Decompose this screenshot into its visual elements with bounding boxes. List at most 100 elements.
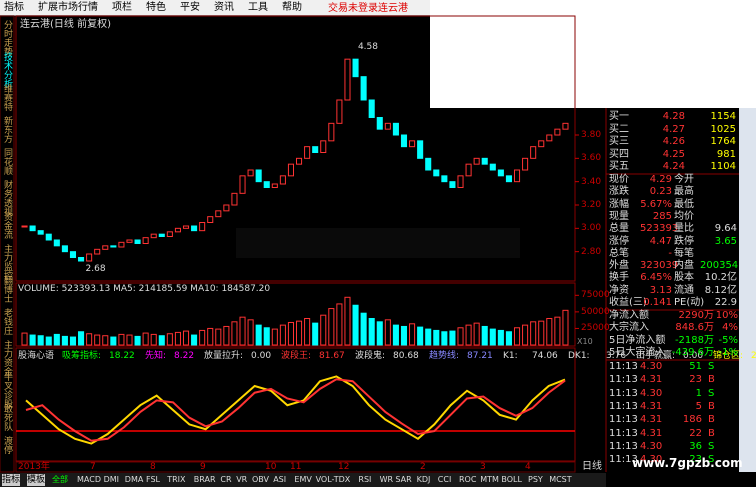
sidebar-tab: 财务透视	[2, 180, 12, 216]
tab[interactable]: EMV	[294, 475, 312, 484]
tab[interactable]: VOL-TDX	[315, 475, 351, 484]
sidebar	[0, 15, 15, 473]
menu-item[interactable]: 扩展市场行情	[38, 2, 98, 13]
indicator-label: 锦仓区:	[713, 351, 744, 361]
volume-bar	[546, 318, 553, 346]
indicator-line	[25, 378, 566, 442]
y-tick-label: 3.00	[581, 223, 602, 234]
tab[interactable]: BRAR	[193, 475, 216, 484]
trade-time: 11:13	[609, 361, 638, 372]
candle	[223, 204, 230, 212]
candle	[505, 175, 512, 183]
volume-bar	[150, 333, 157, 346]
candle	[37, 230, 44, 235]
tab[interactable]: FSL	[146, 475, 160, 484]
candle	[207, 216, 214, 224]
volume-bar	[449, 330, 456, 346]
volume-bar	[384, 319, 391, 346]
indicator-value: 0.00	[683, 351, 704, 361]
tab[interactable]: 模板	[27, 474, 46, 486]
chart-title: 连云港(日线 前复权)	[20, 19, 111, 30]
volume-bar	[522, 324, 529, 346]
tab[interactable]: CR	[220, 475, 232, 484]
tab[interactable]: ROC	[459, 475, 477, 484]
candle	[473, 157, 480, 165]
volume-bar	[215, 328, 222, 346]
menu-item[interactable]: 工具	[248, 2, 268, 13]
date-label: 8	[150, 462, 156, 472]
tab[interactable]: CCI	[437, 475, 452, 484]
tab[interactable]: 指标	[2, 474, 21, 486]
trade-volume: 1	[695, 387, 702, 399]
sidebar-tab: 新东方	[2, 116, 12, 143]
stat-label: 今开	[674, 174, 694, 185]
menu-item[interactable]: 资讯	[214, 2, 234, 13]
menu-item[interactable]: 平安	[180, 2, 200, 13]
candle	[400, 134, 408, 148]
tab[interactable]: ASI	[273, 475, 287, 484]
tab[interactable]: SAR	[395, 475, 412, 484]
tab[interactable]: WR	[379, 475, 394, 484]
indicator-label: 波段鬼:	[355, 351, 386, 361]
volume-bar	[126, 334, 133, 346]
watermark: www.7gpzb.com	[632, 456, 743, 470]
candle	[489, 163, 496, 171]
volume-bar	[61, 335, 68, 346]
tab[interactable]: DMI	[103, 475, 120, 484]
candle	[69, 251, 77, 259]
flow-percent: -5%	[718, 334, 738, 346]
candle	[110, 245, 117, 248]
flow-value: -439.6万	[671, 346, 714, 358]
menu-item[interactable]: 项栏	[112, 2, 132, 13]
indicator-label: 趋势线:	[429, 351, 460, 361]
stat-label: 最低	[674, 198, 694, 210]
indicator-label: 放量拉升:	[204, 351, 244, 361]
candle	[29, 225, 36, 232]
tab[interactable]: VR	[236, 475, 248, 484]
volume-bar	[255, 324, 262, 346]
menu-item[interactable]: 特色	[146, 2, 166, 13]
stat-label: 均价	[674, 210, 694, 222]
stat-value: -	[668, 247, 672, 259]
tab[interactable]: MTM	[480, 475, 499, 484]
trade-volume: 22	[689, 427, 702, 439]
tab[interactable]: MACD	[77, 475, 101, 484]
volume-bar	[110, 336, 117, 346]
volume-bar	[158, 335, 165, 346]
volume-bar	[409, 323, 416, 346]
tab[interactable]: PSY	[528, 475, 543, 484]
candle	[522, 157, 529, 171]
y-tick-label: 25000	[581, 323, 610, 334]
candle	[191, 225, 198, 232]
book-volume: 1764	[710, 136, 736, 147]
sidebar-tab: 维赛特	[2, 84, 12, 111]
tab[interactable]: 全部	[52, 475, 68, 484]
date-label: 12	[338, 462, 350, 472]
tab[interactable]: BOLL	[501, 475, 522, 484]
sidebar-tab: 敢死队	[2, 404, 12, 431]
indicator-label: K1:	[503, 351, 518, 361]
volume-bar	[279, 324, 286, 346]
stat-label: 每笔	[674, 247, 694, 259]
tab[interactable]: OBV	[252, 475, 270, 484]
volume-bar	[538, 320, 545, 346]
tab[interactable]: TRIX	[167, 475, 186, 484]
menu-item[interactable]: 帮助	[282, 2, 302, 13]
volume-bar	[182, 330, 190, 346]
menu-item[interactable]: 指标	[4, 2, 24, 13]
volume-bar	[142, 332, 149, 346]
candle	[296, 157, 303, 165]
flow-percent: 10%	[715, 310, 738, 321]
volume-bar	[489, 328, 496, 346]
tab[interactable]: MCST	[549, 475, 572, 484]
volume-bar	[134, 335, 141, 346]
stat-label: 涨跌	[609, 186, 629, 198]
tab[interactable]: RSI	[358, 475, 372, 484]
tab[interactable]: KDJ	[416, 475, 431, 484]
flow-value: 848.6万	[675, 322, 714, 334]
candle	[271, 183, 278, 188]
stat-label: 总量	[609, 223, 629, 235]
stat-value: 200354	[700, 260, 739, 272]
trade-price: 4.31	[640, 400, 663, 412]
tab[interactable]: DMA	[124, 475, 144, 484]
